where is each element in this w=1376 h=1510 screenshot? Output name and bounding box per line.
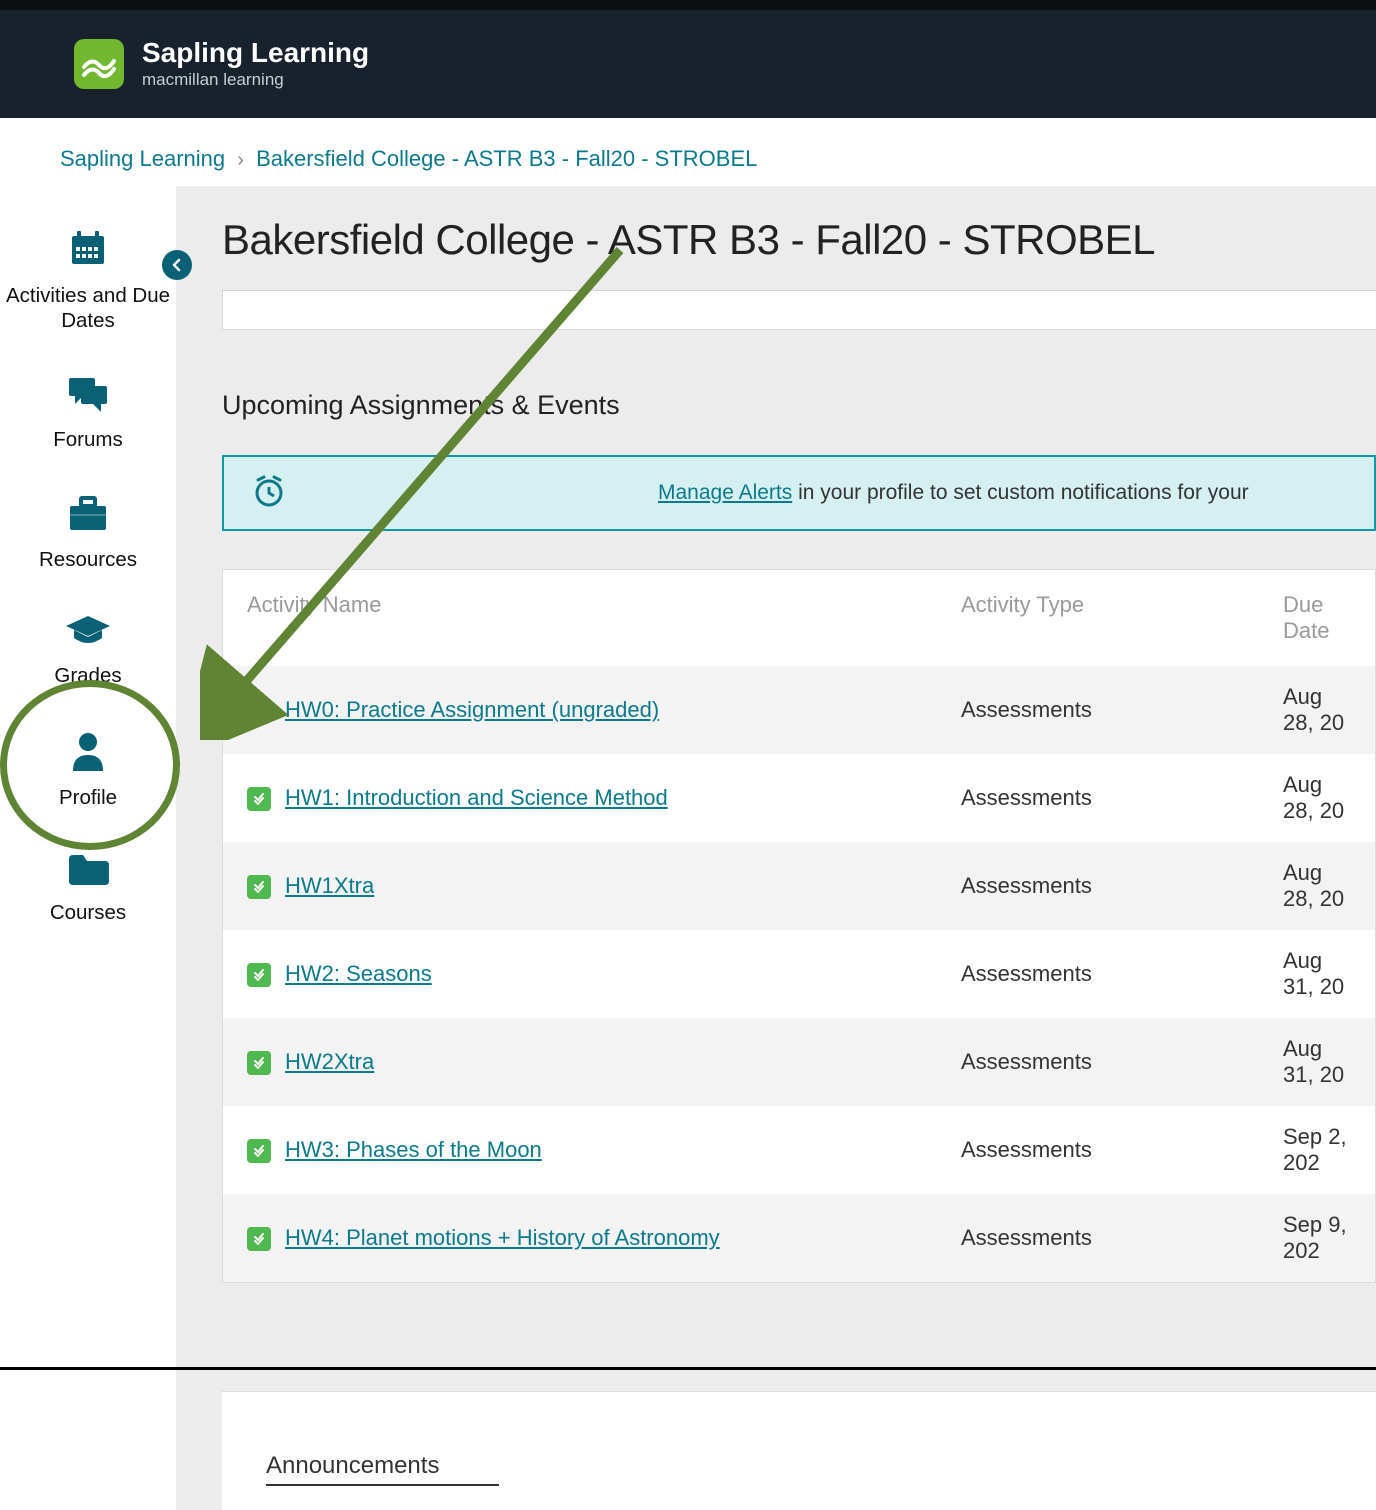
assignment-type: Assessments [961,873,1283,899]
table-row: HW3: Phases of the Moon AssessmentsSep 2,… [223,1106,1375,1194]
assignment-type: Assessments [961,961,1283,987]
page-title: Bakersfield College - ASTR B3 - Fall20 -… [222,216,1376,264]
sidebar-item-label: Profile [55,785,121,811]
sidebar-item-label: Grades [50,663,125,689]
folder-icon [67,853,109,892]
assignment-due: Sep 9, 202 [1283,1212,1351,1264]
sidebar-item-courses[interactable]: Courses [0,853,176,925]
sidebar-item-label: Courses [46,900,130,926]
table-row: HW1Xtra AssessmentsAug 28, 20 [223,842,1375,930]
announcements-panel: Announcements [222,1391,1376,1510]
check-icon [247,1139,271,1163]
table-row: HW2: Seasons AssessmentsAug 31, 20 [223,930,1375,1018]
assignments-table: Activity Name Activity Type Due Date HW0… [222,569,1376,1283]
assignment-link[interactable]: HW1Xtra [285,873,374,898]
calendar-icon [68,228,108,275]
assignment-due: Aug 28, 20 [1283,860,1351,912]
assignment-type: Assessments [961,785,1283,811]
alert-text: Manage Alerts in your profile to set cus… [658,481,1249,505]
assignment-due: Aug 31, 20 [1283,1036,1351,1088]
table-row: HW4: Planet motions + History of Astrono… [223,1194,1375,1282]
breadcrumb-course[interactable]: Bakersfield College - ASTR B3 - Fall20 -… [256,146,757,171]
col-activity-name: Activity Name [247,592,961,644]
forums-icon [67,376,109,419]
table-row: HW1: Introduction and Science Method Asse… [223,754,1375,842]
assignment-link[interactable]: HW2: Seasons [285,961,432,986]
check-icon [247,787,271,811]
section-header-announcements: Announcements [266,1452,499,1486]
main-content: Bakersfield College - ASTR B3 - Fall20 -… [176,186,1376,1510]
sidebar: Activities and Due Dates Forums Resource… [0,186,176,967]
assignment-due: Aug 28, 20 [1283,684,1351,736]
sidebar-item-profile[interactable]: Profile [0,731,176,811]
brand-name: Sapling Learning [142,38,369,69]
assignment-due: Sep 2, 202 [1283,1124,1351,1176]
brand-logo-icon [74,39,124,89]
assignment-link[interactable]: HW1: Introduction and Science Method [285,785,668,810]
assignment-type: Assessments [961,1137,1283,1163]
topbar-strip [0,0,1376,10]
profile-icon [69,731,107,778]
table-header: Activity Name Activity Type Due Date [223,570,1375,666]
sidebar-collapse-button[interactable] [162,250,192,280]
breadcrumb-sep-icon: › [237,149,244,171]
check-icon [247,1051,271,1075]
assignment-link[interactable]: HW4: Planet motions + History of Astrono… [285,1225,720,1250]
assignment-type: Assessments [961,697,1283,723]
sidebar-item-forums[interactable]: Forums [0,376,176,452]
briefcase-icon [66,494,110,539]
sidebar-item-grades[interactable]: Grades [0,614,176,688]
check-icon [247,699,271,723]
check-icon [247,963,271,987]
breadcrumb: Sapling Learning › Bakersfield College -… [0,118,1376,186]
assignment-due: Aug 28, 20 [1283,772,1351,824]
check-icon [247,875,271,899]
col-activity-type: Activity Type [961,592,1283,644]
sidebar-item-resources[interactable]: Resources [0,494,176,572]
assignment-due: Aug 31, 20 [1283,948,1351,1000]
assignment-link[interactable]: HW3: Phases of the Moon [285,1137,542,1162]
app-header: Sapling Learning macmillan learning [0,10,1376,118]
sidebar-item-label: Forums [49,427,126,453]
clock-alert-icon [252,474,286,513]
assignment-type: Assessments [961,1225,1283,1251]
table-row: HW2Xtra AssessmentsAug 31, 20 [223,1018,1375,1106]
alert-rest: in your profile to set custom notificati… [792,481,1248,504]
assignment-link[interactable]: HW0: Practice Assignment (ungraded) [285,697,659,722]
assignment-type: Assessments [961,1049,1283,1075]
grad-cap-icon [64,614,112,655]
sidebar-item-label: Activities and Due Dates [0,283,176,334]
table-row: HW0: Practice Assignment (ungraded) Asses… [223,666,1375,754]
blank-panel [222,290,1376,330]
sidebar-item-activities[interactable]: Activities and Due Dates [0,228,176,334]
assignment-link[interactable]: HW2Xtra [285,1049,374,1074]
breadcrumb-root[interactable]: Sapling Learning [60,146,225,171]
col-due-date: Due Date [1283,592,1351,644]
section-header-upcoming: Upcoming Assignments & Events [222,390,1376,421]
brand-text: Sapling Learning macmillan learning [142,38,369,91]
alerts-banner: Manage Alerts in your profile to set cus… [222,455,1376,531]
brand-sub: macmillan learning [142,70,369,90]
sidebar-item-label: Resources [35,547,141,573]
check-icon [247,1227,271,1251]
manage-alerts-link[interactable]: Manage Alerts [658,481,792,504]
